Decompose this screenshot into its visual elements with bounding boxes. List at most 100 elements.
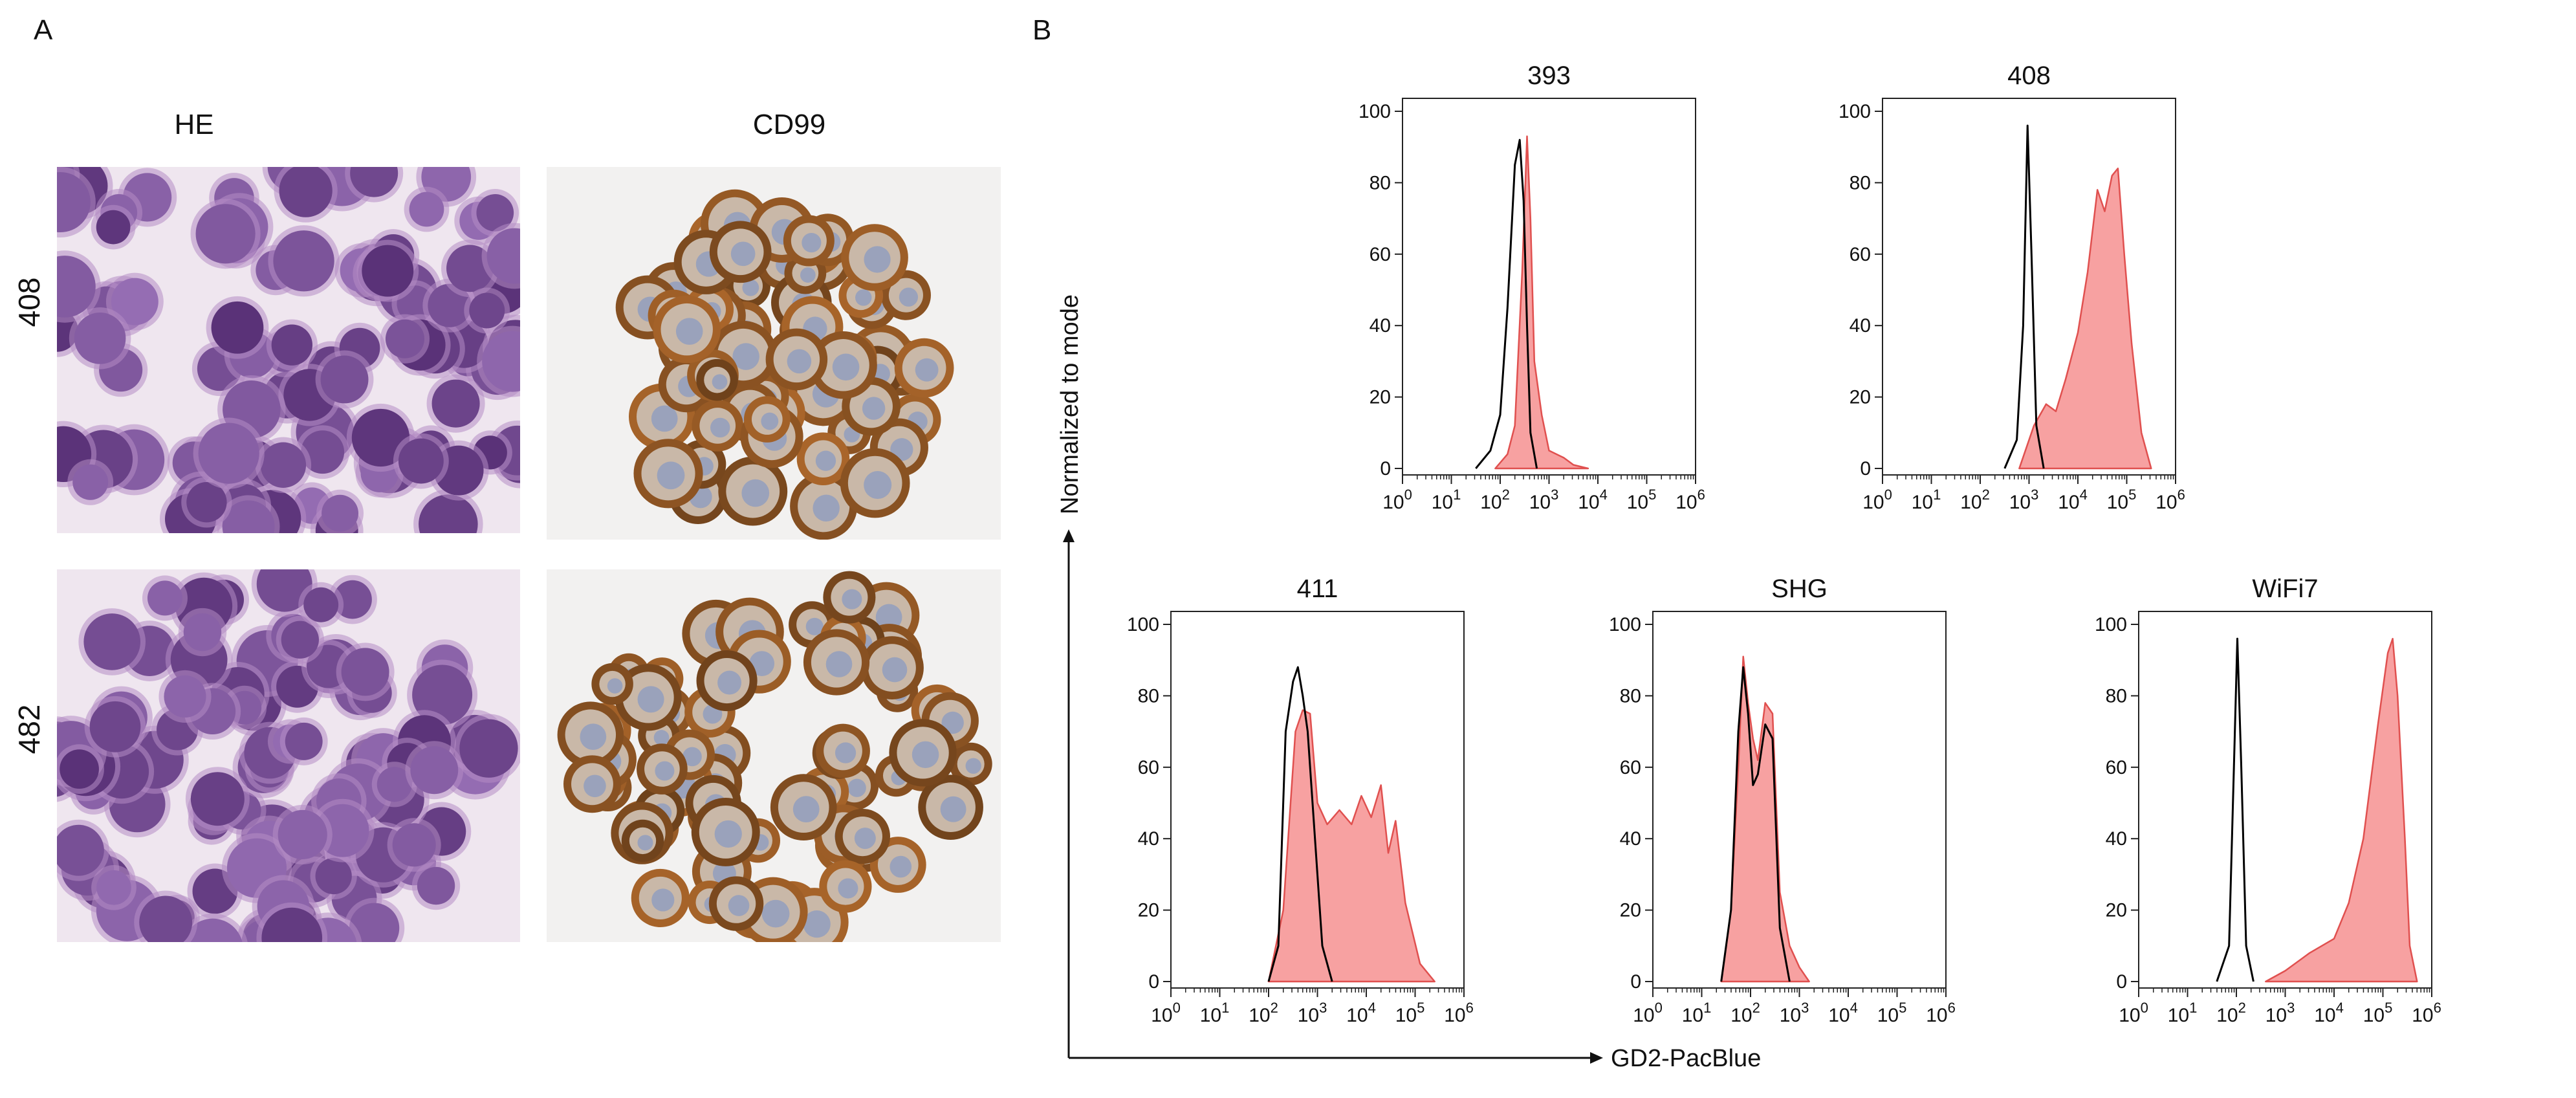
control-histogram-line — [2216, 637, 2254, 982]
plot-title: SHG — [1771, 575, 1828, 603]
cell-nucleus — [728, 895, 750, 916]
cell-nucleus — [362, 245, 414, 297]
cell-nucleus — [847, 778, 866, 797]
cell-nucleus — [838, 878, 858, 899]
cell-nucleus — [802, 232, 822, 253]
gd2-histogram-area — [1720, 655, 1810, 983]
plot-frame — [1402, 98, 1696, 476]
cell-nucleus — [832, 353, 860, 381]
cell-nucleus — [57, 256, 96, 318]
y-tick-label: 80 — [1620, 685, 1641, 707]
cell-nucleus — [385, 319, 425, 358]
cell-nucleus — [714, 820, 742, 848]
cell-nucleus — [273, 230, 334, 292]
cell-nucleus — [854, 828, 876, 850]
cell-nucleus — [813, 494, 840, 522]
cell-nucleus — [655, 761, 675, 781]
cell-nucleus — [825, 651, 853, 677]
y-tick-label: 20 — [1620, 900, 1641, 921]
cell-nucleus — [281, 620, 319, 659]
cell-nucleus — [742, 279, 759, 296]
cell-nucleus — [279, 167, 333, 217]
cell-nucleus — [835, 742, 857, 763]
y-tick-label: 40 — [1620, 828, 1641, 850]
cell-nucleus — [89, 701, 141, 752]
x-tick-label: 106 — [1675, 487, 1705, 513]
cell-nucleus — [761, 412, 779, 430]
x-tick-label: 102 — [1730, 1000, 1760, 1026]
y-tick-label: 80 — [1850, 172, 1871, 193]
plot-frame — [1652, 611, 1947, 989]
histogram-393: 393 0 20 40 60 80 100 100 101 102 103 104 105 106 — [1359, 61, 1705, 513]
column-header-he: HE — [174, 109, 214, 140]
x-tick-label: 106 — [2156, 487, 2185, 513]
cell-nucleus — [580, 723, 607, 751]
x-tick-label: 103 — [2265, 1000, 2295, 1026]
y-tick-label: 100 — [2095, 614, 2127, 635]
plot-title: 393 — [1527, 61, 1571, 90]
y-axis-title: Normalized to mode — [1056, 294, 1084, 514]
cell-nucleus — [875, 604, 902, 631]
cell-nucleus — [417, 866, 455, 905]
cell-nucleus — [940, 796, 966, 822]
x-tick-label: 100 — [1151, 1000, 1181, 1026]
x-tick-label: 104 — [2058, 487, 2088, 513]
x-tick-label: 106 — [2412, 1000, 2441, 1026]
y-tick-label: 60 — [1138, 757, 1159, 778]
cell-nucleus — [341, 648, 389, 696]
x-tick-label: 100 — [2119, 1000, 2148, 1026]
cell-nucleus — [482, 331, 520, 392]
cell-nucleus — [899, 287, 919, 307]
cell-nucleus — [271, 324, 312, 366]
cell-nucleus — [139, 895, 193, 942]
cell-nucleus — [607, 678, 623, 694]
cell-nucleus — [183, 613, 222, 652]
cell-nucleus — [182, 918, 243, 942]
cell-nucleus — [260, 442, 307, 488]
cell-nucleus — [256, 569, 312, 612]
x-tick-label: 100 — [1633, 1000, 1663, 1026]
y-axis-arrowhead — [1063, 529, 1075, 542]
cell-nucleus — [941, 711, 964, 734]
cell-nucleus — [469, 292, 505, 329]
y-tick-label: 0 — [1380, 458, 1391, 479]
cell-nucleus — [147, 580, 182, 616]
cell-nucleus — [864, 246, 891, 273]
cell-nucleus — [712, 374, 728, 390]
x-tick-label: 102 — [2216, 1000, 2246, 1026]
cell-nucleus — [803, 910, 831, 938]
x-tick-label: 102 — [1960, 487, 1990, 513]
y-tick-label: 100 — [1127, 614, 1159, 635]
x-axis-arrowhead — [1590, 1052, 1603, 1064]
x-tick-label: 104 — [1828, 1000, 1858, 1026]
control-histogram-line — [1267, 666, 1333, 982]
x-tick-label: 105 — [1395, 1000, 1425, 1026]
cell-nucleus — [211, 301, 264, 354]
histogram-WiFi7: WiFi7 0 20 40 60 80 100 100 101 102 103 104 105 106 — [2095, 575, 2441, 1026]
y-tick-label: 60 — [1370, 244, 1391, 265]
cell-nucleus — [890, 855, 912, 878]
y-tick-label: 80 — [1370, 172, 1391, 193]
cell-nucleus — [651, 405, 678, 432]
y-tick-label: 0 — [2116, 971, 2127, 993]
y-tick-label: 40 — [1138, 828, 1159, 850]
x-tick-label: 103 — [1529, 487, 1559, 513]
y-tick-label: 80 — [2106, 685, 2127, 707]
x-tick-label: 100 — [1862, 487, 1892, 513]
cell-nucleus — [96, 210, 131, 245]
x-tick-label: 104 — [2314, 1000, 2344, 1026]
cell-nucleus — [195, 204, 256, 264]
x-tick-label: 100 — [1382, 487, 1412, 513]
he-stain-image-408 — [57, 167, 520, 533]
y-tick-label: 40 — [1370, 315, 1391, 336]
cell-nucleus — [915, 358, 939, 382]
cell-nucleus — [303, 587, 339, 622]
y-tick-label: 100 — [1839, 101, 1871, 122]
y-tick-label: 40 — [2106, 828, 2127, 850]
cell-nucleus — [730, 241, 756, 267]
cell-nucleus — [486, 228, 520, 284]
cell-nucleus — [792, 796, 820, 823]
cell-nucleus — [409, 192, 444, 227]
cell-nucleus — [198, 423, 259, 484]
x-tick-label: 101 — [2168, 1000, 2198, 1026]
